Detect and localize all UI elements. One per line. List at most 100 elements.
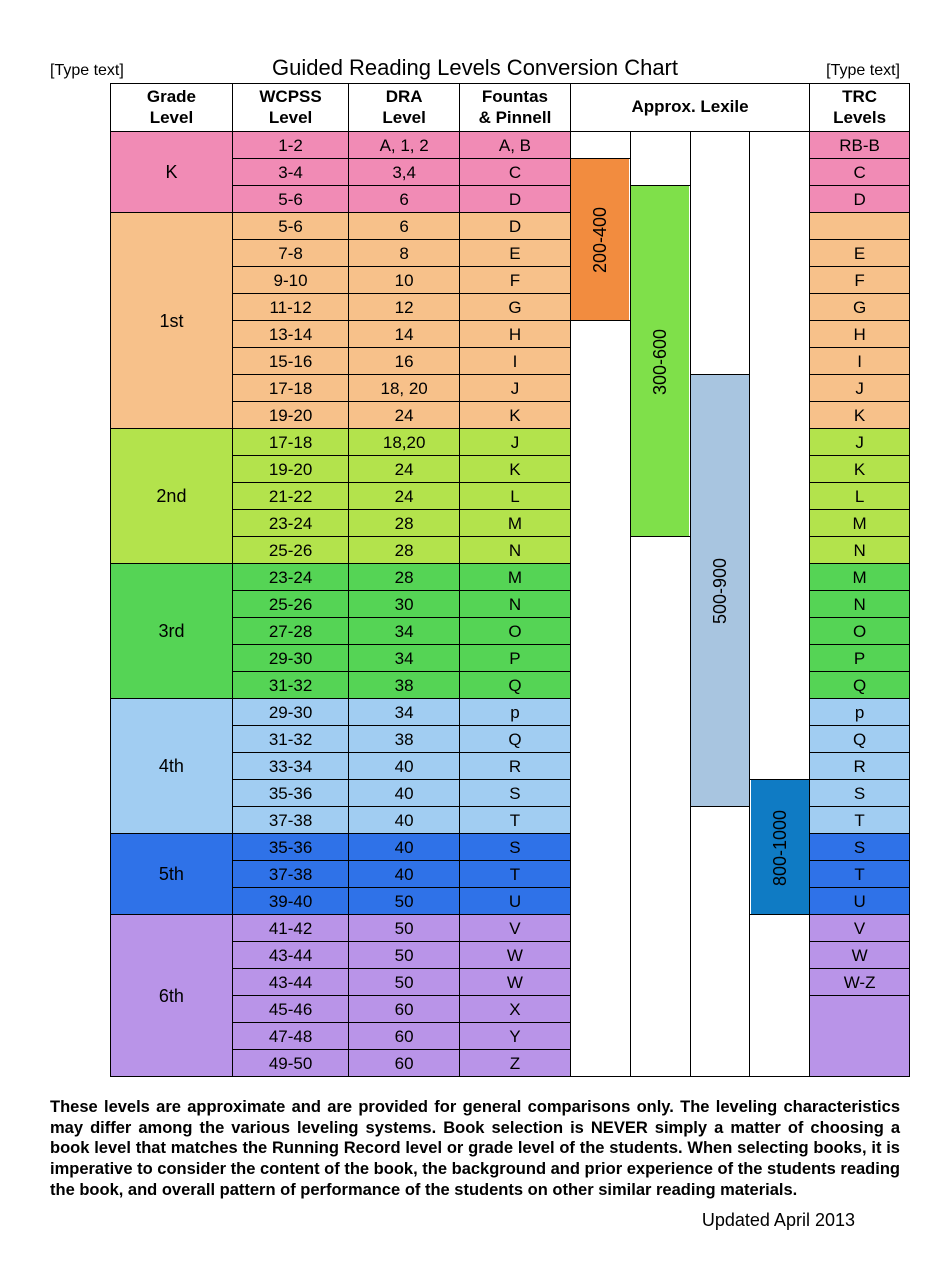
wcpss-cell: 23-24	[232, 564, 348, 591]
lexile-band: 800-1000	[750, 780, 810, 915]
trc-cell: Q	[810, 672, 910, 699]
dra-cell: 10	[349, 267, 460, 294]
fp-cell: W	[460, 969, 571, 996]
type-text-right: [Type text]	[826, 62, 900, 80]
dra-cell: 6	[349, 186, 460, 213]
trc-cell: W	[810, 942, 910, 969]
trc-cell: N	[810, 591, 910, 618]
trc-cell: F	[810, 267, 910, 294]
updated-date: Updated April 2013	[50, 1210, 900, 1231]
fp-cell: O	[460, 618, 571, 645]
wcpss-cell: 43-44	[232, 942, 348, 969]
conversion-table: GradeLevelWCPSSLevelDRALevelFountas& Pin…	[110, 83, 910, 1077]
wcpss-cell: 31-32	[232, 726, 348, 753]
fp-cell: Q	[460, 726, 571, 753]
dra-cell: 60	[349, 1023, 460, 1050]
trc-cell: H	[810, 321, 910, 348]
trc-cell: V	[810, 915, 910, 942]
wcpss-cell: 23-24	[232, 510, 348, 537]
dra-cell: 28	[349, 510, 460, 537]
dra-cell: 34	[349, 618, 460, 645]
fp-cell: M	[460, 564, 571, 591]
trc-cell: E	[810, 240, 910, 267]
dra-cell: 60	[349, 996, 460, 1023]
fp-cell: P	[460, 645, 571, 672]
fp-cell: N	[460, 591, 571, 618]
dra-cell: 40	[349, 861, 460, 888]
wcpss-cell: 19-20	[232, 456, 348, 483]
dra-cell: 18, 20	[349, 375, 460, 402]
wcpss-cell: 1-2	[232, 132, 348, 159]
lexile-empty	[570, 321, 630, 1077]
dra-cell: 50	[349, 888, 460, 915]
trc-cell: Q	[810, 726, 910, 753]
trc-cell: N	[810, 537, 910, 564]
fp-cell: I	[460, 348, 571, 375]
fp-cell: K	[460, 402, 571, 429]
dra-cell: 40	[349, 807, 460, 834]
wcpss-cell: 21-22	[232, 483, 348, 510]
fp-cell: W	[460, 942, 571, 969]
fp-cell: S	[460, 834, 571, 861]
dra-cell: 50	[349, 942, 460, 969]
trc-cell: D	[810, 186, 910, 213]
trc-cell: p	[810, 699, 910, 726]
lexile-empty	[750, 915, 810, 1077]
trc-cell: S	[810, 780, 910, 807]
column-header: WCPSSLevel	[232, 84, 348, 132]
trc-cell: T	[810, 861, 910, 888]
lexile-band: 300-600	[630, 186, 690, 537]
fp-cell: H	[460, 321, 571, 348]
fp-cell: T	[460, 807, 571, 834]
wcpss-cell: 31-32	[232, 672, 348, 699]
fp-cell: T	[460, 861, 571, 888]
trc-cell: RB-B	[810, 132, 910, 159]
wcpss-cell: 29-30	[232, 645, 348, 672]
wcpss-cell: 47-48	[232, 1023, 348, 1050]
wcpss-cell: 49-50	[232, 1050, 348, 1077]
type-text-left: [Type text]	[50, 62, 124, 80]
wcpss-cell: 13-14	[232, 321, 348, 348]
trc-cell: K	[810, 456, 910, 483]
grade-cell: 5th	[111, 834, 233, 915]
dra-cell: 60	[349, 1050, 460, 1077]
wcpss-cell: 3-4	[232, 159, 348, 186]
dra-cell: 24	[349, 402, 460, 429]
fp-cell: L	[460, 483, 571, 510]
lexile-empty	[630, 132, 690, 186]
dra-cell: 12	[349, 294, 460, 321]
wcpss-cell: 17-18	[232, 429, 348, 456]
fp-cell: J	[460, 375, 571, 402]
page-title: Guided Reading Levels Conversion Chart	[272, 55, 678, 81]
fp-cell: E	[460, 240, 571, 267]
wcpss-cell: 33-34	[232, 753, 348, 780]
lexile-empty	[690, 807, 750, 1077]
fp-cell: F	[460, 267, 571, 294]
dra-cell: 50	[349, 969, 460, 996]
dra-cell: 50	[349, 915, 460, 942]
dra-cell: 34	[349, 699, 460, 726]
dra-cell: 14	[349, 321, 460, 348]
trc-cell: L	[810, 483, 910, 510]
grade-cell: 4th	[111, 699, 233, 834]
disclaimer-note: These levels are approximate and are pro…	[50, 1097, 900, 1200]
trc-cell: S	[810, 834, 910, 861]
trc-cell: C	[810, 159, 910, 186]
wcpss-cell: 9-10	[232, 267, 348, 294]
dra-cell: 28	[349, 564, 460, 591]
grade-cell: 1st	[111, 213, 233, 429]
lexile-empty	[630, 537, 690, 1077]
dra-cell: 3,4	[349, 159, 460, 186]
column-header: DRALevel	[349, 84, 460, 132]
dra-cell: 24	[349, 456, 460, 483]
wcpss-cell: 5-6	[232, 213, 348, 240]
wcpss-cell: 5-6	[232, 186, 348, 213]
lexile-empty	[570, 132, 630, 159]
trc-cell: U	[810, 888, 910, 915]
trc-cell	[810, 996, 910, 1077]
dra-cell: 18,20	[349, 429, 460, 456]
fp-cell: D	[460, 186, 571, 213]
fp-cell: R	[460, 753, 571, 780]
trc-cell: J	[810, 429, 910, 456]
wcpss-cell: 25-26	[232, 537, 348, 564]
